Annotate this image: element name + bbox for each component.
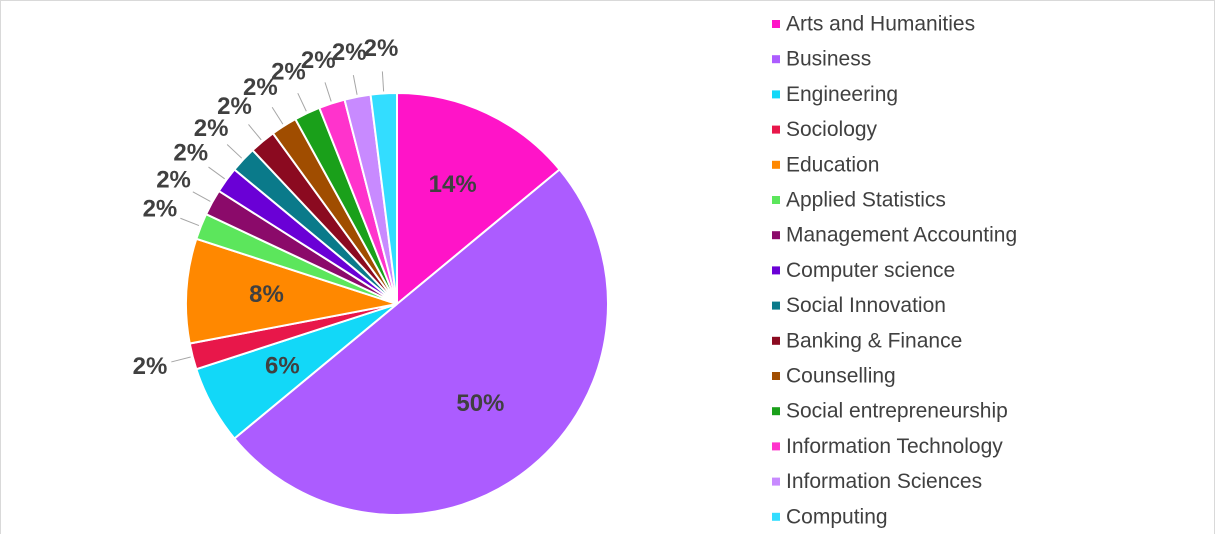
legend-swatch [772,477,780,486]
legend-label: Applied Statistics [786,189,946,212]
pie-slice [233,168,609,516]
legend-swatch [772,160,780,169]
pie-slice [396,91,561,307]
leader-line [271,107,284,125]
legend-swatch [772,231,780,240]
data-label: 2% [156,166,191,193]
legend-swatch [772,20,780,28]
data-label: 2% [243,74,278,101]
legend-label: Social entrepreneurship [786,400,1008,423]
pie-slice [369,91,398,305]
data-label: 2% [143,195,178,222]
leader-line [171,356,191,363]
legend-label: Social Innovation [786,294,946,317]
leader-line [297,92,307,112]
data-label: 2% [271,59,306,86]
data-label: 2% [364,35,399,62]
data-label: 2% [133,353,168,380]
legend-label: Computing [786,505,888,528]
data-label: 8% [249,281,284,308]
data-label: 2% [217,93,252,120]
data-label: 6% [265,352,300,379]
legend-swatch [772,336,780,345]
legend-swatch [772,266,780,275]
legend-label: Arts and Humanities [786,13,975,36]
legend-label: Banking & Finance [786,329,962,352]
data-label: 14% [429,171,477,198]
legend-swatch [772,442,780,451]
leader-line [208,166,225,180]
leader-line [248,124,262,141]
data-label: 2% [194,115,229,142]
leader-line [180,217,200,227]
data-label: 2% [301,47,336,74]
leader-line [352,75,358,95]
leader-line [226,144,243,159]
data-label: 2% [332,39,367,66]
legend-label: Counselling [786,365,896,388]
legend-swatch [772,407,780,416]
leader-line [324,82,332,102]
legend-swatch [772,125,780,134]
legend-label: Sociology [786,118,878,141]
legend-label: Business [786,48,871,71]
legend-label: Information Technology [786,435,1003,458]
pie-slice [185,237,398,345]
legend-label: Computer science [786,259,955,282]
legend-label: Engineering [786,83,898,106]
legend-label: Information Sciences [786,470,982,493]
legend-swatch [772,512,780,521]
data-label: 2% [173,139,208,166]
leader-line [381,71,385,92]
legend-swatch [772,372,780,380]
legend-label: Education [786,153,879,176]
legend-swatch [772,90,780,99]
legend-label: Management Accounting [786,224,1017,247]
data-label: 50% [456,390,504,417]
legend-swatch [772,55,780,64]
legend-swatch [772,301,780,310]
legend-swatch [772,196,780,204]
leader-line [192,191,211,202]
